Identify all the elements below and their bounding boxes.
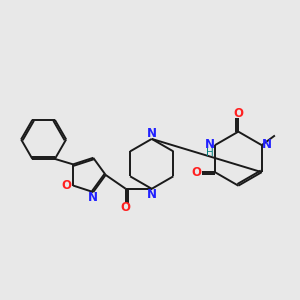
Text: O: O — [233, 107, 243, 121]
Text: O: O — [62, 179, 72, 192]
Text: N: N — [262, 138, 272, 151]
Text: O: O — [192, 166, 202, 179]
Text: N: N — [147, 127, 157, 140]
Text: O: O — [121, 201, 131, 214]
Text: N: N — [88, 191, 98, 205]
Text: H: H — [206, 148, 214, 158]
Text: N: N — [147, 188, 157, 201]
Text: N: N — [205, 138, 215, 151]
